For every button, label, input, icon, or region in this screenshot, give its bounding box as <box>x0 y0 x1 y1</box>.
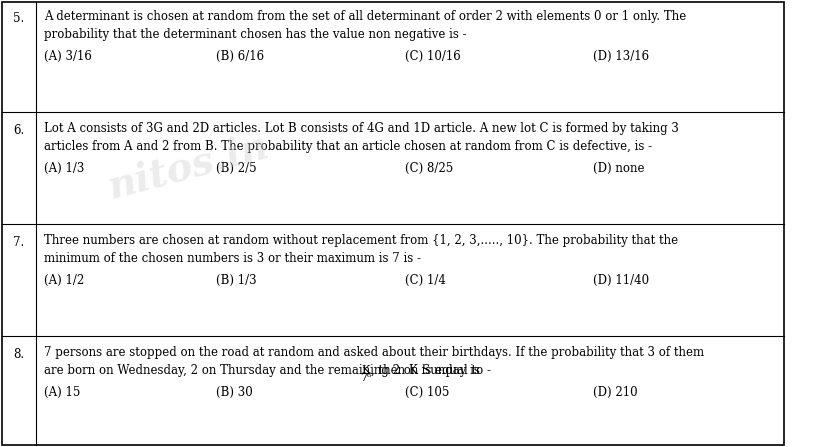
Text: (D) 13/16: (D) 13/16 <box>593 50 649 63</box>
Text: (C) 8/25: (C) 8/25 <box>404 162 453 175</box>
Text: articles from A and 2 from B. The probability that an article chosen at random f: articles from A and 2 from B. The probab… <box>44 140 652 153</box>
Text: (A) 1/3: (A) 1/3 <box>44 162 84 175</box>
Text: (B) 1/3: (B) 1/3 <box>216 274 257 287</box>
Text: 7.: 7. <box>13 236 24 249</box>
Text: (C) 1/4: (C) 1/4 <box>404 274 445 287</box>
Text: nitos.in: nitos.in <box>104 127 273 207</box>
Text: (B) 6/16: (B) 6/16 <box>216 50 265 63</box>
Text: probability that the determinant chosen has the value non negative is -: probability that the determinant chosen … <box>44 28 467 41</box>
Text: 7⁶: 7⁶ <box>360 373 372 383</box>
Text: (A) 3/16: (A) 3/16 <box>44 50 92 63</box>
Text: (D) 210: (D) 210 <box>593 386 637 399</box>
Text: are born on Wednesday, 2 on Thursday and the remaining 2 on Sunday is: are born on Wednesday, 2 on Thursday and… <box>44 364 483 377</box>
Text: 7 persons are stopped on the road at random and asked about their birthdays. If : 7 persons are stopped on the road at ran… <box>44 346 705 359</box>
Text: (D) 11/40: (D) 11/40 <box>593 274 649 287</box>
Text: A determinant is chosen at random from the set of all determinant of order 2 wit: A determinant is chosen at random from t… <box>44 10 686 23</box>
Text: (A) 1/2: (A) 1/2 <box>44 274 84 287</box>
Text: (D) none: (D) none <box>593 162 645 175</box>
Text: K: K <box>362 365 370 375</box>
Text: (B) 2/5: (B) 2/5 <box>216 162 257 175</box>
Text: (C) 10/16: (C) 10/16 <box>404 50 460 63</box>
Text: Three numbers are chosen at random without replacement from {1, 2, 3,....., 10}.: Three numbers are chosen at random witho… <box>44 234 678 247</box>
Text: minimum of the chosen numbers is 3 or their maximum is 7 is -: minimum of the chosen numbers is 3 or th… <box>44 252 421 265</box>
Text: (B) 30: (B) 30 <box>216 386 253 399</box>
Text: 5.: 5. <box>13 12 24 25</box>
Text: (A) 15: (A) 15 <box>44 386 81 399</box>
Text: 8.: 8. <box>13 348 24 361</box>
Text: , then K is equal to -: , then K is equal to - <box>371 364 491 377</box>
Text: 6.: 6. <box>13 124 24 137</box>
Text: Lot A consists of 3G and 2D articles. Lot B consists of 4G and 1D article. A new: Lot A consists of 3G and 2D articles. Lo… <box>44 122 679 135</box>
Text: (C) 105: (C) 105 <box>404 386 449 399</box>
